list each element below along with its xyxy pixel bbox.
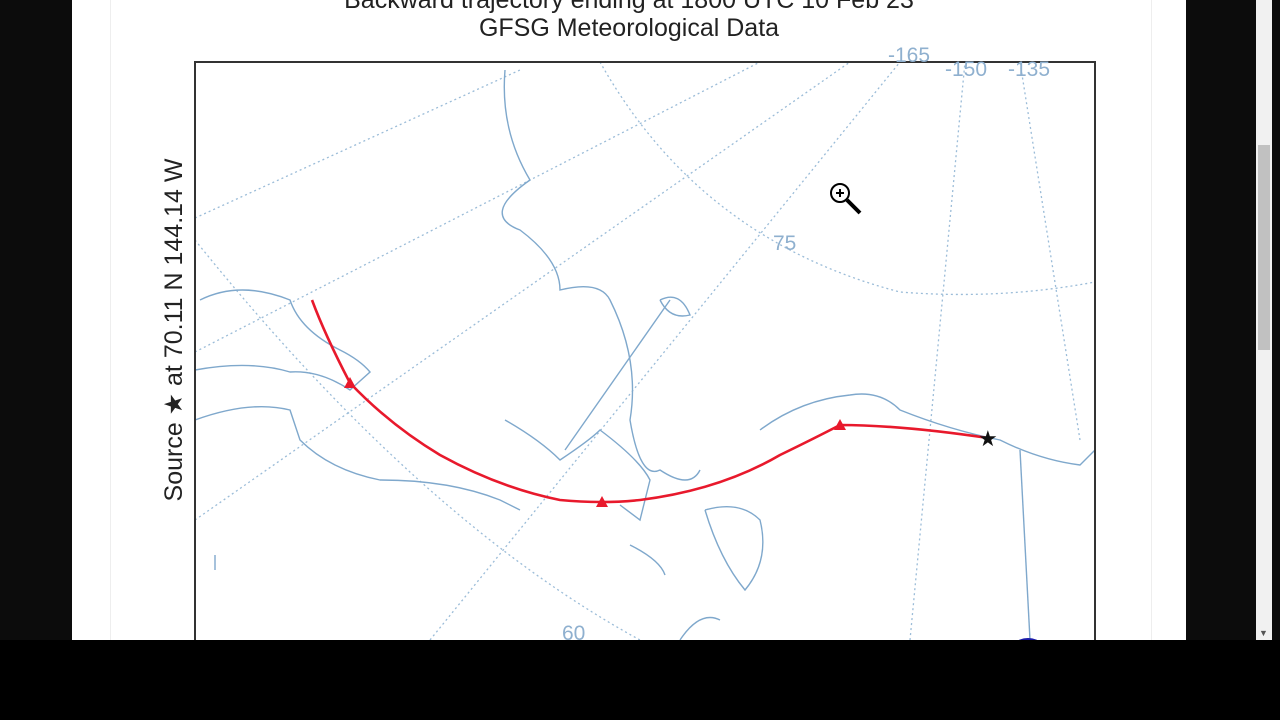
image-viewer-page: Backward trajectory ending at 1800 UTC 1… [72,0,1186,640]
vertical-scrollbar[interactable]: ▼ [1256,0,1272,640]
triangle-icon [596,496,608,507]
scroll-down-arrow-icon[interactable]: ▼ [1259,628,1268,638]
graticule [195,62,1095,640]
star-icon: ★ [978,426,998,451]
triangle-icon [834,419,846,430]
lat-label: 60 [562,622,585,640]
map-border [194,61,1096,640]
lon-label: -135 [1008,58,1050,81]
image-frame [110,0,1152,640]
zoom-in-magnifier-icon [830,183,862,215]
black-letterbox [0,640,1280,720]
trajectory-map[interactable]: ★ -165 -150 -135 75 60 [0,0,1280,640]
lon-label: -165 [888,44,930,67]
lat-label: 75 [773,232,796,255]
site-marker [1018,638,1038,640]
map-title: Backward trajectory ending at 1800 UTC 1… [344,0,914,14]
scrollbar-thumb[interactable] [1258,145,1270,350]
map-subtitle: GFSG Meteorological Data [478,14,780,42]
triangle-icon [344,377,356,388]
coastlines [195,69,1095,640]
lon-label: -150 [945,58,987,81]
trajectory-line [310,299,989,504]
trajectory-markers [344,377,846,507]
